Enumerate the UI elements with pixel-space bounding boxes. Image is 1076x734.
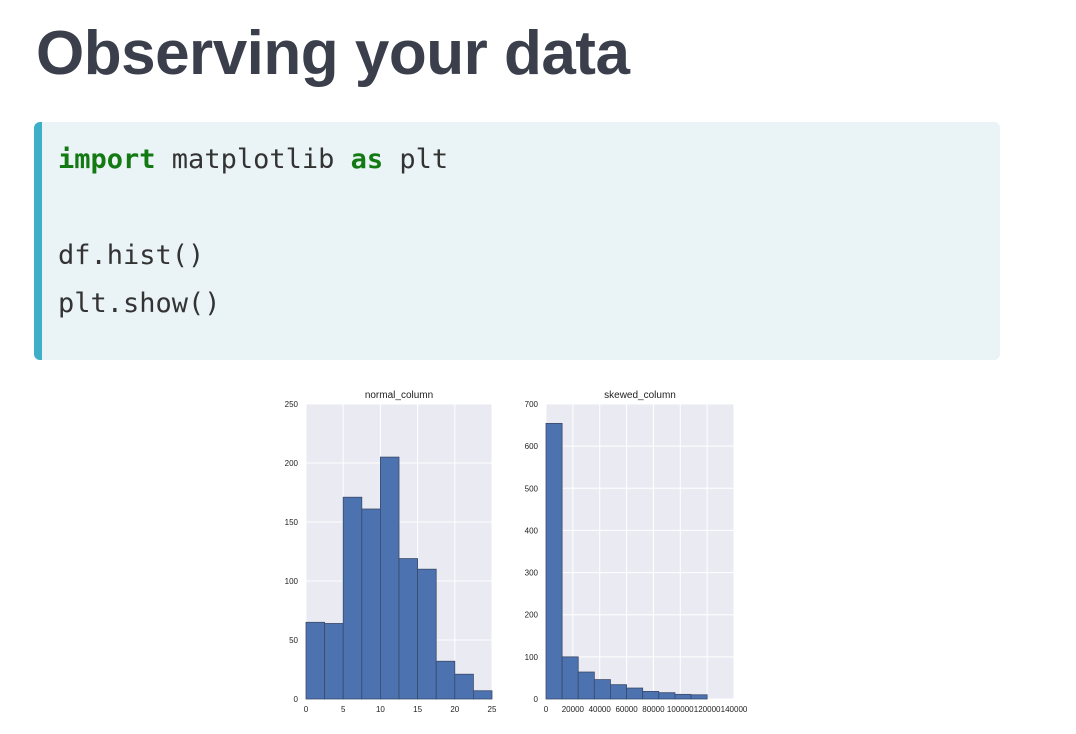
x-tick-label: 15	[413, 705, 422, 714]
y-tick-label: 700	[525, 400, 539, 409]
x-tick-label: 80000	[642, 705, 665, 714]
histogram-bar	[398, 558, 419, 700]
histogram-bar	[690, 694, 708, 700]
code-module: matplotlib	[155, 144, 351, 175]
histogram-bar	[593, 679, 611, 700]
y-tick-label: 0	[294, 695, 299, 704]
histogram-bar	[417, 568, 437, 700]
histogram-bar	[342, 496, 363, 700]
y-tick-label: 200	[525, 611, 539, 620]
y-tick-label: 50	[289, 636, 298, 645]
histogram-bar	[472, 690, 493, 700]
code-block: import matplotlib as plt df.hist() plt.s…	[34, 122, 1000, 360]
histogram-bar	[324, 623, 344, 700]
x-tick-label: 100000	[667, 705, 694, 714]
x-tick-label: 20	[450, 705, 459, 714]
y-tick-label: 500	[525, 484, 539, 493]
histogram-bar	[658, 692, 676, 700]
x-tick-label: 60000	[615, 705, 638, 714]
x-tick-label: 25	[488, 705, 497, 714]
y-tick-label: 200	[285, 459, 299, 468]
chart-title: normal_column	[365, 390, 433, 401]
code-alias: plt	[383, 144, 449, 175]
x-tick-label: 40000	[589, 705, 612, 714]
code-line-hist: df.hist()	[58, 240, 205, 271]
x-tick-label: 0	[304, 705, 309, 714]
histogram-bar	[305, 621, 326, 700]
x-tick-label: 120000	[694, 705, 721, 714]
chart-title: skewed_column	[604, 390, 676, 401]
histogram-bar	[610, 684, 627, 700]
y-tick-label: 0	[534, 695, 539, 704]
histogram-bar	[380, 456, 400, 700]
y-tick-label: 600	[525, 442, 539, 451]
histogram-normal-column: normal_column 0 50 100 150 200 250 0 5 10 15 20 25	[270, 384, 510, 724]
histogram-bar	[454, 673, 474, 700]
histogram-bar	[545, 422, 563, 700]
y-tick-label: 100	[285, 577, 299, 586]
histogram-bar	[435, 660, 456, 700]
keyword-import: import	[58, 144, 156, 175]
y-tick-label: 400	[525, 526, 539, 535]
y-tick-label: 300	[525, 569, 539, 578]
y-tick-label: 250	[285, 400, 299, 409]
histogram-bar	[642, 691, 660, 700]
x-tick-label: 0	[544, 705, 549, 714]
x-tick-label: 10	[376, 705, 385, 714]
code-line-show: plt.show()	[58, 288, 221, 319]
x-tick-label: 140000	[721, 705, 748, 714]
keyword-as: as	[350, 144, 384, 175]
slide-title: Observing your data	[36, 19, 630, 88]
x-tick-label: 20000	[562, 705, 585, 714]
histogram-bar	[577, 671, 595, 700]
histogram-skewed-column: skewed_column 0 100 200 300 400 500 600 700 0 2000…	[510, 384, 760, 724]
histogram-normal-svg: normal_column 0 50 100 150 200 250 0 5 10 15 20 25	[285, 390, 497, 714]
x-tick-label: 5	[341, 705, 346, 714]
histogram-bar	[361, 508, 381, 700]
plot-area	[546, 404, 734, 699]
y-tick-label: 100	[525, 653, 539, 662]
histogram-bar	[626, 687, 644, 700]
histogram-skewed-svg: skewed_column 0 100 200 300 400 500 600 700 0 2000…	[525, 390, 748, 714]
y-tick-label: 150	[285, 518, 299, 527]
histogram-bar	[561, 656, 579, 700]
histogram-bar	[674, 693, 692, 700]
code-line-import: import matplotlib as plt	[58, 144, 448, 175]
